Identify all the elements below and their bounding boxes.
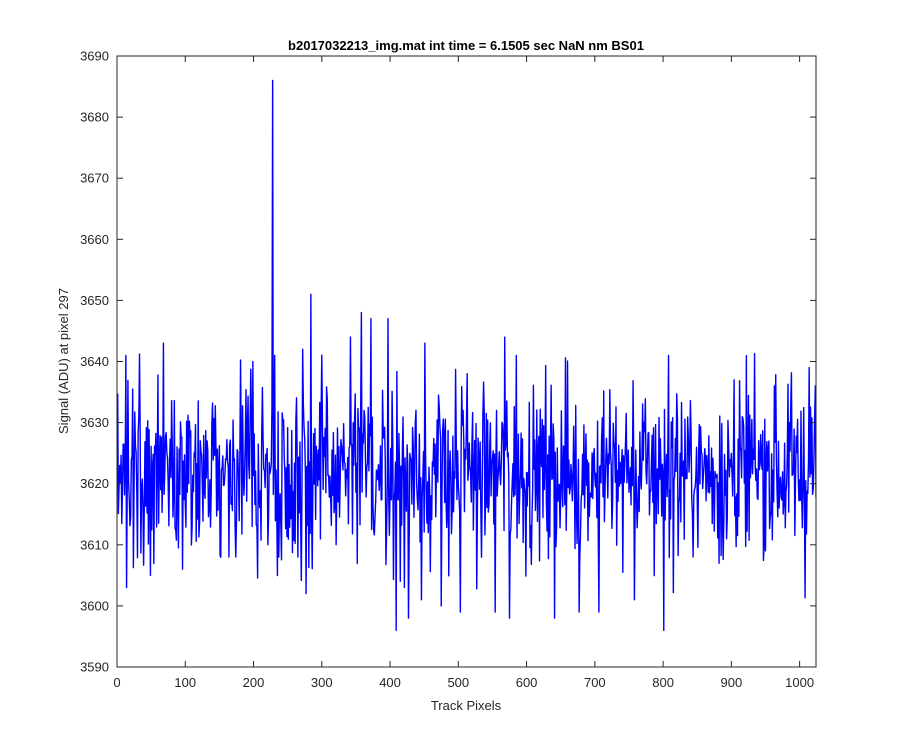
- x-tick-label: 800: [652, 675, 674, 690]
- x-tick-label: 0: [113, 675, 120, 690]
- axes-box: [116, 55, 817, 668]
- y-tick-label: 3600: [80, 598, 109, 613]
- y-tick-label: 3670: [80, 171, 109, 186]
- y-axis-label: Signal (ADU) at pixel 297: [56, 288, 71, 434]
- x-ticks: 0 100 200 300 400 500 600 700 800 900 1000: [113, 56, 814, 690]
- x-tick-label: 200: [243, 675, 265, 690]
- chart-title: b2017032213_img.mat int time = 6.1505 se…: [288, 38, 644, 53]
- x-tick-label: 600: [516, 675, 538, 690]
- y-tick-label: 3610: [80, 537, 109, 552]
- y-tick-label: 3650: [80, 293, 109, 308]
- y-ticks: 3590 3600 3610 3620 3630 3640 3650 3660 3670 3680…: [80, 49, 816, 675]
- x-axis-label: Track Pixels: [431, 698, 502, 713]
- axes-border: [116, 55, 817, 668]
- y-tick-label: 3690: [80, 49, 109, 64]
- y-tick-label: 3630: [80, 415, 109, 430]
- x-tick-label: 700: [584, 675, 606, 690]
- series-group: [117, 79, 816, 632]
- y-tick-label: 3680: [80, 110, 109, 125]
- y-tick-label: 3590: [80, 660, 109, 675]
- series-line: [117, 79, 816, 632]
- x-tick-label: 300: [311, 675, 333, 690]
- x-tick-label: 900: [721, 675, 743, 690]
- x-tick-label: 500: [447, 675, 469, 690]
- x-tick-label: 400: [379, 675, 401, 690]
- plot-area: 0 100 200 300 400 500 600 700 800 900 1000 3590 360…: [80, 49, 817, 690]
- y-tick-label: 3620: [80, 476, 109, 491]
- x-tick-label: 1000: [785, 675, 814, 690]
- y-tick-label: 3640: [80, 354, 109, 369]
- y-tick-label: 3660: [80, 232, 109, 247]
- x-tick-label: 100: [174, 675, 196, 690]
